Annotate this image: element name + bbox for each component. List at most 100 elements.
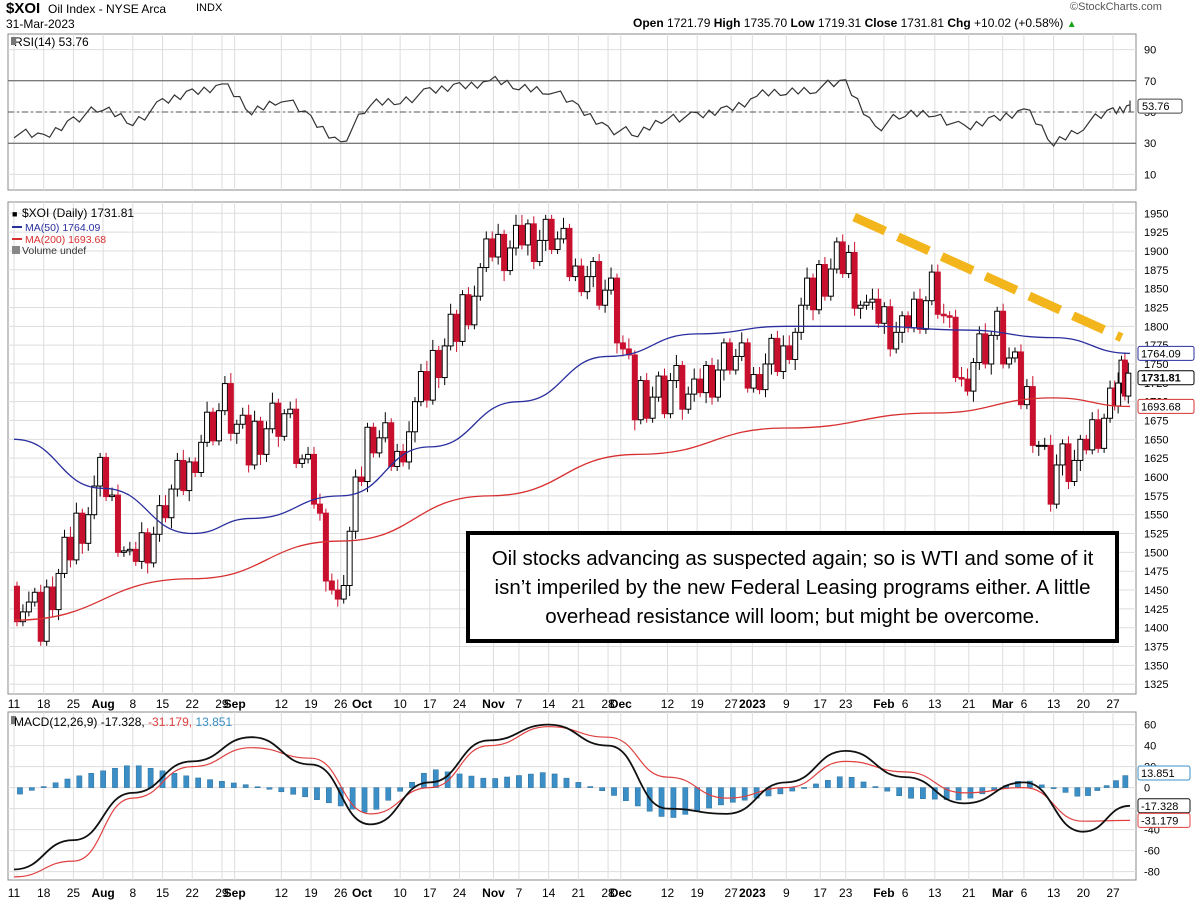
candle-body <box>221 383 228 412</box>
macd-histogram-bar <box>634 787 641 807</box>
macd-x-tick-label: Nov <box>482 886 505 900</box>
macd-histogram-bar <box>88 773 95 788</box>
price-x-tick-label: 2023 <box>739 697 766 711</box>
price-tick-label: 1950 <box>1144 208 1168 220</box>
ma50-line <box>13 325 1131 535</box>
price-tick-label: 1750 <box>1144 359 1168 371</box>
candle-body <box>566 227 573 278</box>
price-x-tick-label: 17 <box>814 697 828 711</box>
rsi-line <box>13 75 1131 148</box>
candle-body <box>994 310 1001 336</box>
macd-histogram-bar <box>599 787 605 791</box>
candle-body <box>144 532 151 564</box>
macd-x-tick-label: Feb <box>873 886 894 900</box>
price-x-tick-label: 20 <box>1077 697 1091 711</box>
price-tick-label: 1500 <box>1144 547 1168 559</box>
ma50-legend-label: MA(50) 1764.09 <box>25 222 100 234</box>
macd-histogram-bar <box>124 765 130 788</box>
macd-x-tick-label: 11 <box>8 886 21 900</box>
rsi-last-value-box <box>1137 98 1183 114</box>
macd-histogram-group <box>17 765 1129 818</box>
candle-body <box>67 536 74 561</box>
candle-body <box>982 333 989 365</box>
price-tick-label: 1825 <box>1144 302 1168 314</box>
candle-body <box>364 426 371 483</box>
macd-x-tick-label: 23 <box>839 886 853 900</box>
candle-body <box>845 251 852 275</box>
price-x-tick-label: Dec <box>610 697 632 711</box>
ma200-last-label-box <box>1137 398 1195 414</box>
macd-histogram-bar <box>147 768 154 788</box>
macd-histogram-bar <box>813 783 819 788</box>
candle-body <box>608 277 615 291</box>
candle-body <box>132 548 139 562</box>
candle-body <box>233 423 240 434</box>
candle-body <box>495 233 502 258</box>
macd-histogram-bar <box>373 787 380 810</box>
macd-histogram-bar <box>480 777 487 788</box>
macd-histogram-bar <box>183 775 190 788</box>
candle-body <box>97 456 104 487</box>
candle-body <box>453 313 460 342</box>
macd-histogram-bar <box>551 773 558 788</box>
macd-histogram-bar <box>741 787 748 801</box>
macd-x-tick-label: 13 <box>928 886 942 900</box>
candle-body <box>673 364 680 382</box>
close-label: Close <box>864 16 898 30</box>
volume-legend-label: Volume undef <box>22 245 86 257</box>
price-x-tick-label: Aug <box>91 697 114 711</box>
price-x-tick-label: Sep <box>224 697 246 711</box>
macd-histogram-bar <box>444 771 451 788</box>
annotation-box: Oil stocks advancing as suspected again;… <box>466 531 1119 643</box>
price-x-tick-label: 26 <box>334 697 348 711</box>
candle-body <box>976 333 983 363</box>
price-x-tick-label: Mar <box>992 697 1014 711</box>
candle-body <box>590 261 597 278</box>
macd-histogram-bar <box>825 780 831 788</box>
macd-histogram-bar <box>836 776 843 788</box>
macd-histogram-bar <box>278 787 285 793</box>
macd-histogram-bar <box>314 787 320 800</box>
candle-body <box>471 295 478 326</box>
candle-body <box>37 591 44 642</box>
candle-body <box>810 277 817 311</box>
price-tick-label: 1375 <box>1144 642 1168 654</box>
candle-body <box>899 315 906 333</box>
candle-body <box>1101 417 1108 449</box>
candle-body <box>281 413 288 437</box>
macd-tick-label: 40 <box>1144 741 1156 753</box>
candle-body <box>857 304 864 309</box>
candle-body <box>554 238 561 250</box>
macd-histogram-bar <box>848 777 855 788</box>
price-x-tick-label: 13 <box>928 697 942 711</box>
candle-body <box>328 580 335 591</box>
candle-body <box>31 591 38 603</box>
ma200-legend-label: MA(200) 1693.68 <box>25 234 106 246</box>
macd-tick-label: 0 <box>1144 783 1150 795</box>
price-x-tick-label: 13 <box>1047 697 1061 711</box>
candle-body <box>940 313 947 317</box>
candle-body <box>833 241 840 270</box>
macd-title-main: MACD(12,26,9) -17.328, <box>14 715 148 729</box>
brand-label: ©StockCharts.com <box>1070 1 1162 13</box>
macd-x-tick-label: 20 <box>1077 886 1091 900</box>
candle-body <box>162 505 169 519</box>
price-tick-label: 1650 <box>1144 434 1168 446</box>
quote-bar: Open 1721.79 High 1735.70 Low 1719.31 Cl… <box>633 16 1077 30</box>
candle-body <box>435 349 442 379</box>
candle-body <box>126 548 133 552</box>
macd-histogram-bar <box>468 775 475 788</box>
candle-body <box>863 301 870 306</box>
price-legend-icon: ■ <box>12 209 17 219</box>
candle-body <box>643 380 650 419</box>
macd-histogram-bar <box>1094 787 1101 791</box>
macd-histogram-bar <box>326 787 332 804</box>
candle-body <box>934 271 941 315</box>
price-x-tick-label: 8 <box>129 697 136 711</box>
macd-histogram-bar <box>516 775 522 788</box>
price-tick-label: 1625 <box>1144 453 1168 465</box>
price-tick-label: 1675 <box>1144 415 1168 427</box>
candle-body <box>186 461 193 492</box>
macd-tick-label: -60 <box>1144 846 1160 858</box>
